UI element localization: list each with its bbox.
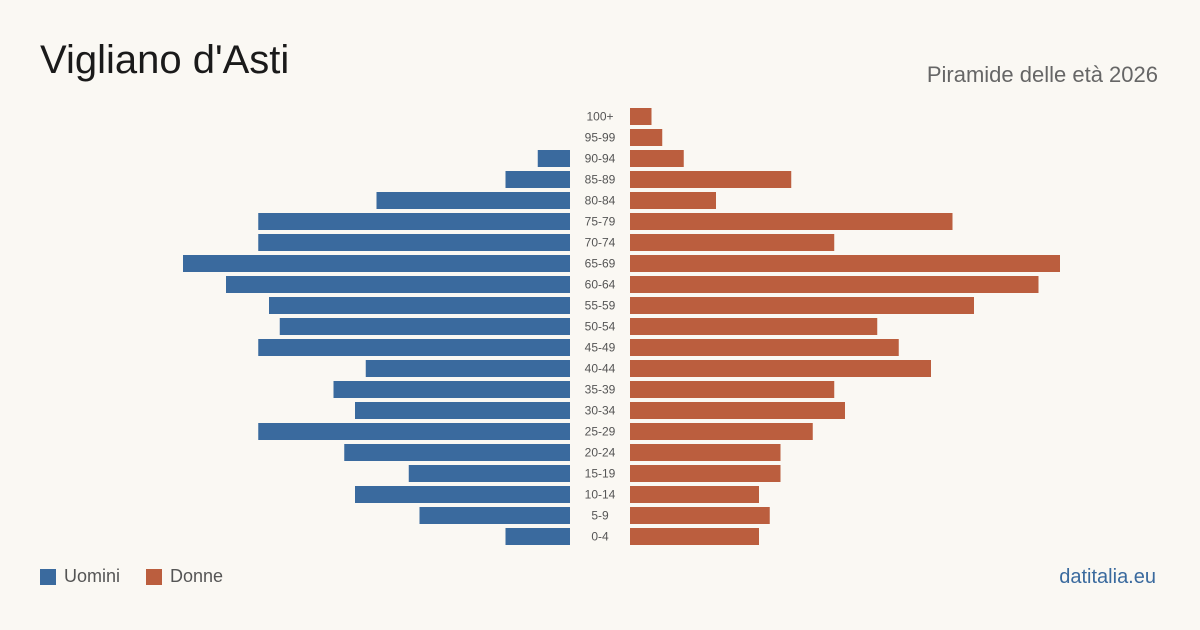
bar-men-40-44	[365, 360, 570, 377]
legend-swatch-women	[146, 568, 163, 585]
bar-women-40-44	[630, 360, 931, 377]
bar-men-30-34	[355, 402, 570, 419]
legend-label-men: Uomini	[64, 566, 121, 586]
page-title: Vigliano d'Asti	[40, 38, 290, 82]
bar-women-65-69	[630, 255, 1060, 272]
age-label-70-74: 70-74	[585, 236, 616, 250]
bar-women-90-94	[630, 150, 684, 167]
legend-item-women: Donne	[146, 566, 223, 587]
age-label-20-24: 20-24	[585, 446, 616, 460]
bar-men-35-39	[333, 381, 570, 398]
bar-men-90-94	[537, 150, 570, 167]
bar-women-0-4	[630, 528, 759, 545]
brand-link[interactable]: datitalia.eu	[1059, 566, 1156, 588]
age-label-80-84: 80-84	[585, 194, 616, 208]
bar-men-20-24	[344, 444, 570, 461]
age-label-85-89: 85-89	[585, 173, 616, 187]
bar-women-95-99	[630, 129, 663, 146]
bar-women-20-24	[630, 444, 781, 461]
age-label-75-79: 75-79	[585, 215, 616, 229]
bar-women-25-29	[630, 423, 813, 440]
legend-swatch-men	[40, 568, 56, 585]
age-label-30-34: 30-34	[585, 404, 616, 418]
bar-women-75-79	[630, 213, 953, 230]
age-label-65-69: 65-69	[585, 257, 616, 271]
age-label-45-49: 45-49	[585, 341, 616, 355]
bar-men-55-59	[269, 297, 570, 314]
bar-women-50-54	[630, 318, 878, 335]
age-label-55-59: 55-59	[585, 299, 616, 313]
age-label-50-54: 50-54	[585, 320, 616, 334]
legend-item-men: Uomini	[40, 566, 120, 587]
age-label-0-4: 0-4	[591, 530, 609, 544]
age-label-5-9: 5-9	[591, 509, 609, 523]
bar-men-65-69	[183, 255, 570, 272]
bar-men-60-64	[226, 276, 570, 293]
bar-women-35-39	[630, 381, 835, 398]
bar-men-80-84	[376, 192, 570, 209]
age-label-100+: 100+	[586, 110, 613, 124]
bar-men-50-54	[279, 318, 570, 335]
bar-men-15-19	[408, 465, 570, 482]
bar-men-85-89	[505, 171, 570, 188]
bar-men-75-79	[258, 213, 570, 230]
bar-men-10-14	[355, 486, 570, 503]
legend: Uomini Donne	[40, 566, 249, 587]
age-label-10-14: 10-14	[585, 488, 616, 502]
chart-subtitle: Piramide delle età 2026	[926, 62, 1158, 87]
bar-men-70-74	[258, 234, 570, 251]
age-label-60-64: 60-64	[585, 278, 616, 292]
bar-women-85-89	[630, 171, 792, 188]
bar-men-5-9	[419, 507, 570, 524]
age-label-15-19: 15-19	[585, 467, 616, 481]
bar-women-60-64	[630, 276, 1039, 293]
age-label-95-99: 95-99	[585, 131, 616, 145]
bar-women-100+	[630, 108, 652, 125]
age-label-90-94: 90-94	[585, 152, 616, 166]
bar-men-25-29	[258, 423, 570, 440]
age-label-40-44: 40-44	[585, 362, 616, 376]
bar-women-15-19	[630, 465, 781, 482]
bar-men-45-49	[258, 339, 570, 356]
bar-men-0-4	[505, 528, 570, 545]
age-label-25-29: 25-29	[585, 425, 616, 439]
bar-women-70-74	[630, 234, 835, 251]
bar-women-45-49	[630, 339, 899, 356]
bar-women-10-14	[630, 486, 759, 503]
age-label-35-39: 35-39	[585, 383, 616, 397]
bar-women-5-9	[630, 507, 770, 524]
legend-label-women: Donne	[170, 566, 224, 586]
bar-women-55-59	[630, 297, 974, 314]
bar-women-30-34	[630, 402, 845, 419]
bar-women-80-84	[630, 192, 716, 209]
